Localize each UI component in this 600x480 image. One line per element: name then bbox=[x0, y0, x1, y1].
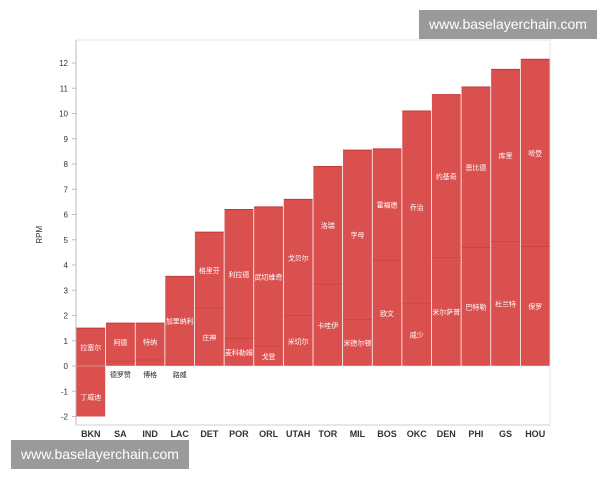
y-tick-label: 10 bbox=[59, 110, 68, 119]
bar-segment bbox=[224, 209, 254, 339]
x-tick-label: LAC bbox=[170, 429, 189, 439]
bar-segment bbox=[431, 94, 461, 258]
bar-segment bbox=[372, 259, 402, 366]
bar-segment bbox=[402, 110, 432, 303]
bar-segment bbox=[520, 246, 550, 366]
bar-segment-label: 米切尔 bbox=[288, 337, 309, 346]
bar-segment-label: 库里 bbox=[499, 151, 513, 160]
bar-segment bbox=[283, 199, 313, 316]
bar-segment-label: 格里芬 bbox=[199, 266, 220, 275]
bar-segment bbox=[461, 86, 491, 248]
x-tick-label: HOU bbox=[525, 429, 545, 439]
bar-segment-label: 特纳 bbox=[143, 337, 157, 346]
bar-segment-label: 保罗 bbox=[528, 302, 542, 311]
y-tick-label: 12 bbox=[59, 59, 68, 68]
bar-segment bbox=[165, 364, 195, 366]
y-tick-label: 1 bbox=[64, 337, 69, 346]
bar-segment bbox=[491, 241, 520, 366]
bar-segment bbox=[343, 319, 372, 366]
bar-segment bbox=[135, 359, 165, 366]
bar-segment-label: 路威 bbox=[173, 370, 187, 379]
watermark-top: www.baselayerchain.com bbox=[419, 10, 597, 39]
bar-segment-label: 洛瑞 bbox=[321, 221, 335, 230]
x-tick-label: UTAH bbox=[286, 429, 310, 439]
bar-segment bbox=[283, 315, 313, 366]
x-tick-label: BKN bbox=[81, 429, 101, 439]
x-tick-label: OKC bbox=[407, 429, 428, 439]
bar-segment-label: 威少 bbox=[410, 330, 424, 339]
bar-segment bbox=[491, 69, 520, 242]
bar-segment bbox=[254, 206, 283, 346]
bar-segment-label: 乔治 bbox=[410, 203, 424, 212]
x-tick-label: MIL bbox=[350, 429, 366, 439]
bar-segment-label: 戈贝尔 bbox=[288, 253, 309, 262]
bar-segment bbox=[194, 307, 224, 366]
bar-segment-label: 巴特勒 bbox=[465, 303, 486, 312]
bar-segment bbox=[194, 232, 224, 308]
bar-segment bbox=[431, 257, 461, 366]
bar-segment-label: 庄神 bbox=[202, 333, 216, 342]
bar-segment bbox=[313, 283, 343, 366]
y-tick-label: 9 bbox=[64, 135, 69, 144]
y-tick-label: 0 bbox=[64, 362, 69, 371]
bar-segment bbox=[343, 150, 372, 320]
y-tick-label: 5 bbox=[64, 236, 69, 245]
bar-segment-label: 拉塞尔 bbox=[80, 343, 101, 352]
x-tick-label: POR bbox=[229, 429, 249, 439]
bar-segment bbox=[76, 328, 106, 366]
x-tick-label: PHI bbox=[468, 429, 483, 439]
y-tick-label: -2 bbox=[61, 413, 69, 422]
bar-segment bbox=[106, 323, 135, 361]
bar-segment-label: 加里纳利 bbox=[166, 317, 194, 326]
bar-segment-label: 德罗赞 bbox=[110, 370, 131, 379]
y-tick-label: 4 bbox=[64, 261, 69, 270]
x-tick-label: ORL bbox=[259, 429, 279, 439]
bar-segment-label: 霍福德 bbox=[377, 200, 398, 209]
y-tick-label: -1 bbox=[61, 387, 69, 396]
bar-segment bbox=[224, 338, 254, 366]
bar-segment bbox=[402, 302, 432, 366]
bar-segment-label: 哈登 bbox=[528, 149, 542, 158]
y-tick-label: 2 bbox=[64, 312, 69, 321]
y-axis-label: RPM bbox=[35, 225, 44, 243]
bar-segment-label: 戈登 bbox=[262, 352, 276, 361]
bar-segment-label: 米德尔顿 bbox=[343, 339, 371, 348]
bar-segment-label: 卡哇伊 bbox=[317, 321, 338, 330]
y-tick-label: 7 bbox=[64, 185, 69, 194]
bar-segment bbox=[372, 148, 402, 260]
x-tick-label: BOS bbox=[377, 429, 397, 439]
bar-segment-label: 利拉德 bbox=[228, 270, 249, 279]
watermark-bottom: www.baselayerchain.com bbox=[11, 440, 189, 469]
bar-segment bbox=[254, 345, 283, 366]
bar-segment-label: 丁威迪 bbox=[80, 392, 101, 401]
x-tick-label: IND bbox=[142, 429, 158, 439]
bar-segment bbox=[76, 366, 106, 417]
x-tick-label: SA bbox=[114, 429, 127, 439]
bar-segment bbox=[106, 360, 135, 366]
bar-segment-label: 杜兰特 bbox=[495, 300, 516, 309]
x-tick-label: DET bbox=[200, 429, 219, 439]
x-tick-label: TOR bbox=[318, 429, 337, 439]
x-tick-label: GS bbox=[499, 429, 512, 439]
bar-segment bbox=[520, 59, 550, 247]
bar-segment-label: 欧文 bbox=[380, 309, 394, 318]
bar-segment bbox=[135, 323, 165, 360]
bar-segment-label: 阿德 bbox=[113, 338, 127, 347]
bar-segment-label: 约基奇 bbox=[436, 172, 457, 181]
y-tick-label: 8 bbox=[64, 160, 69, 169]
bar-segment-label: 字母 bbox=[350, 231, 364, 240]
y-tick-label: 11 bbox=[60, 84, 69, 93]
bar-segment bbox=[165, 276, 195, 365]
bar-segment-label: 博格 bbox=[143, 370, 157, 379]
bar-segment bbox=[461, 247, 491, 366]
y-tick-label: 3 bbox=[64, 286, 69, 295]
bar-segment-label: 米尔萨普 bbox=[432, 308, 460, 317]
bar-segment-label: 恩比德 bbox=[465, 163, 486, 172]
bar-segment-label: 武切维奇 bbox=[255, 272, 283, 281]
bar-segment bbox=[313, 166, 343, 284]
x-tick-label: DEN bbox=[437, 429, 456, 439]
bar-segment-label: 麦科勒姆 bbox=[225, 348, 253, 357]
y-tick-label: 6 bbox=[64, 211, 69, 220]
